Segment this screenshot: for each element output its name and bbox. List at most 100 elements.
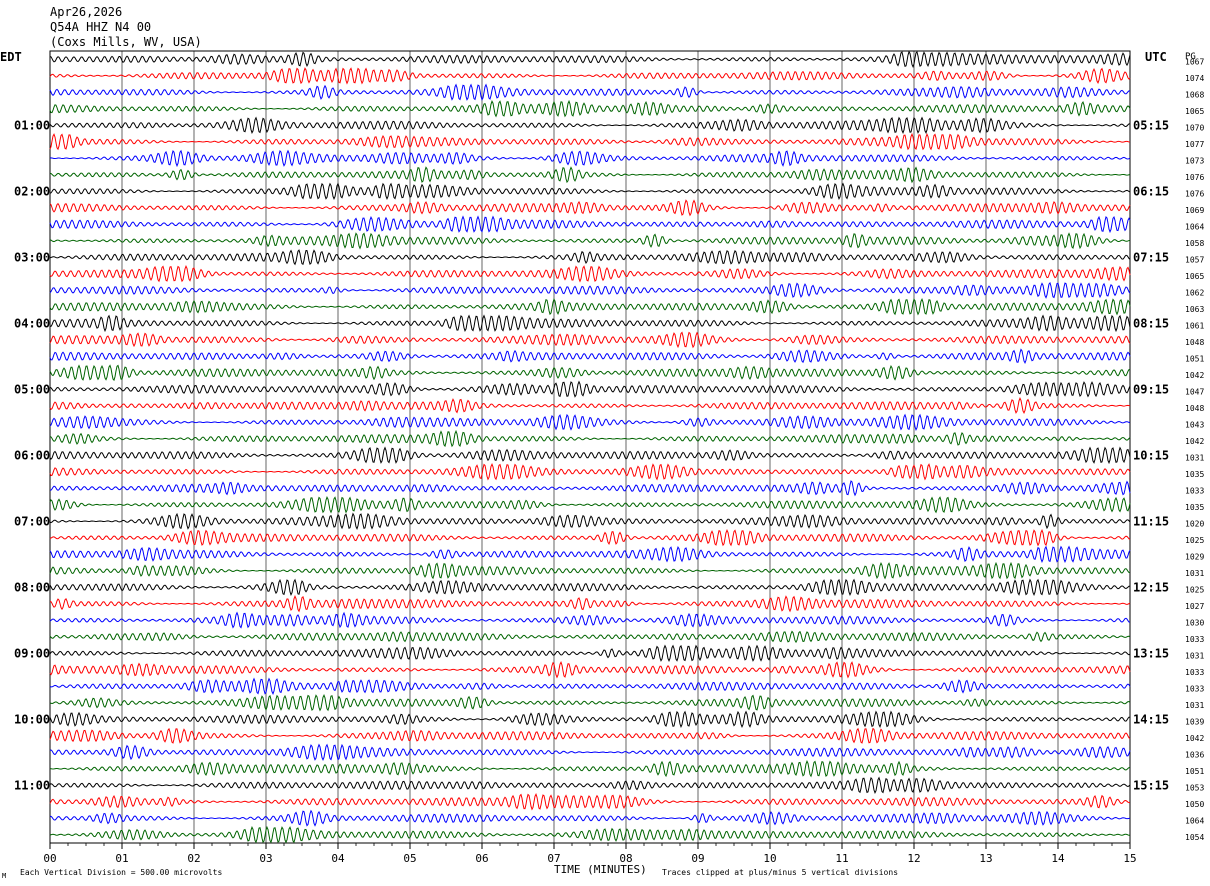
trace-value-label: 1064 xyxy=(1185,222,1204,231)
trace-value-label: 1027 xyxy=(1185,602,1204,611)
corner-mark: M xyxy=(2,872,6,880)
trace-value-label: 1054 xyxy=(1185,833,1204,842)
trace-value-label: 1065 xyxy=(1185,107,1204,116)
trace-25 xyxy=(49,446,1131,465)
trace-19 xyxy=(49,348,1131,364)
trace-value-label: 1020 xyxy=(1185,519,1204,528)
trace-value-label: 1025 xyxy=(1185,585,1204,594)
x-tick-label: 08 xyxy=(619,852,632,865)
trace-value-label: 1042 xyxy=(1185,734,1204,743)
trace-47 xyxy=(49,809,1131,827)
trace-value-label: 1062 xyxy=(1185,288,1204,297)
trace-value-label: 1031 xyxy=(1185,569,1204,578)
trace-value-label: 1048 xyxy=(1185,338,1204,347)
utc-hour-label: 07:15 xyxy=(1133,250,1169,264)
trace-29 xyxy=(49,512,1131,531)
x-tick-label: 09 xyxy=(691,852,704,865)
trace-value-label: 1057 xyxy=(1185,255,1204,264)
trace-1 xyxy=(49,50,1131,69)
x-tick-label: 12 xyxy=(907,852,920,865)
edt-hour-label: 04:00 xyxy=(14,316,50,330)
edt-hour-label: 01:00 xyxy=(14,118,50,132)
trace-28 xyxy=(49,496,1131,514)
trace-36 xyxy=(49,630,1131,644)
trace-value-label: 1076 xyxy=(1185,189,1204,198)
trace-48 xyxy=(49,825,1131,844)
station-location: (Coxs Mills, WV, USA) xyxy=(50,35,202,49)
trace-4 xyxy=(49,99,1131,118)
trace-value-label: 1077 xyxy=(1185,140,1204,149)
trace-value-label: 1036 xyxy=(1185,750,1204,759)
trace-value-label: 1035 xyxy=(1185,470,1204,479)
x-tick-label: 05 xyxy=(403,852,416,865)
utc-hour-label: 11:15 xyxy=(1133,514,1169,528)
utc-hour-label: 08:15 xyxy=(1133,316,1169,330)
trace-37 xyxy=(49,644,1131,662)
trace-10 xyxy=(49,199,1131,217)
trace-7 xyxy=(49,149,1131,168)
trace-value-label: 1067 xyxy=(1185,57,1204,66)
trace-value-label: 1053 xyxy=(1185,783,1204,792)
trace-value-label: 1070 xyxy=(1185,123,1204,132)
trace-value-label: 1031 xyxy=(1185,453,1204,462)
trace-value-label: 1033 xyxy=(1185,486,1204,495)
trace-3 xyxy=(49,83,1131,101)
trace-value-label: 1030 xyxy=(1185,618,1204,627)
utc-hour-label: 15:15 xyxy=(1133,778,1169,792)
plot-frame xyxy=(49,50,1131,844)
trace-value-label: 1068 xyxy=(1185,90,1204,99)
edt-hour-label: 02:00 xyxy=(14,184,50,198)
trace-value-label: 1058 xyxy=(1185,239,1204,248)
trace-value-label: 1069 xyxy=(1185,206,1204,215)
trace-24 xyxy=(49,429,1131,448)
trace-value-label: 1051 xyxy=(1185,767,1204,776)
trace-44 xyxy=(49,759,1131,778)
trace-value-label: 1051 xyxy=(1185,354,1204,363)
edt-hour-labels: 01:00 02:00 03:00 04:00 05:00 06:00 07:00 08:00… xyxy=(14,118,50,792)
edt-hour-label: 09:00 xyxy=(14,646,50,660)
edt-hour-label: 03:00 xyxy=(14,250,50,264)
trace-39 xyxy=(49,677,1131,695)
trace-35 xyxy=(49,611,1131,629)
x-tick-label: 03 xyxy=(259,852,272,865)
trace-value-label: 1074 xyxy=(1185,74,1204,83)
x-tick-label: 01 xyxy=(115,852,128,865)
trace-value-label: 1065 xyxy=(1185,272,1204,281)
trace-41 xyxy=(49,710,1131,729)
utc-hour-label: 09:15 xyxy=(1133,382,1169,396)
x-tick-label: 02 xyxy=(187,852,200,865)
trace-value-label: 1042 xyxy=(1185,437,1204,446)
trace-22 xyxy=(49,397,1131,415)
edt-hour-label: 05:00 xyxy=(14,382,50,396)
trace-value-labels: 1067 1074 1068 1065 1070 1077 1073 1076 1076 1069… xyxy=(1185,57,1204,842)
trace-45 xyxy=(49,776,1131,795)
trace-46 xyxy=(49,792,1131,811)
trace-15 xyxy=(49,281,1131,299)
trace-21 xyxy=(49,380,1131,398)
trace-38 xyxy=(49,661,1131,679)
minute-gridlines xyxy=(121,51,1059,843)
trace-value-label: 1064 xyxy=(1185,816,1204,825)
x-tick-label: 15 xyxy=(1123,852,1136,865)
trace-34 xyxy=(49,595,1131,613)
trace-31 xyxy=(49,545,1131,564)
utc-hour-label: 06:15 xyxy=(1133,184,1169,198)
trace-value-label: 1033 xyxy=(1185,668,1204,677)
trace-value-label: 1035 xyxy=(1185,503,1204,512)
edt-hour-label: 10:00 xyxy=(14,712,50,726)
trace-value-label: 1033 xyxy=(1185,635,1204,644)
trace-27 xyxy=(49,480,1131,497)
utc-hour-label: 13:15 xyxy=(1133,646,1169,660)
x-axis-title: TIME (MINUTES) xyxy=(554,863,647,876)
trace-26 xyxy=(49,462,1131,481)
edt-hour-label: 07:00 xyxy=(14,514,50,528)
utc-label: UTC xyxy=(1145,50,1167,64)
x-tick-label: 10 xyxy=(763,852,776,865)
seismic-traces xyxy=(49,50,1131,844)
utc-hour-label: 14:15 xyxy=(1133,712,1169,726)
trace-11 xyxy=(49,215,1131,234)
x-axis-ticks: 00 01 02 03 04 05 06 07 08 09 10 11 12 13 14 15 xyxy=(43,843,1137,865)
trace-value-label: 1042 xyxy=(1185,371,1204,380)
x-tick-label: 04 xyxy=(331,852,345,865)
